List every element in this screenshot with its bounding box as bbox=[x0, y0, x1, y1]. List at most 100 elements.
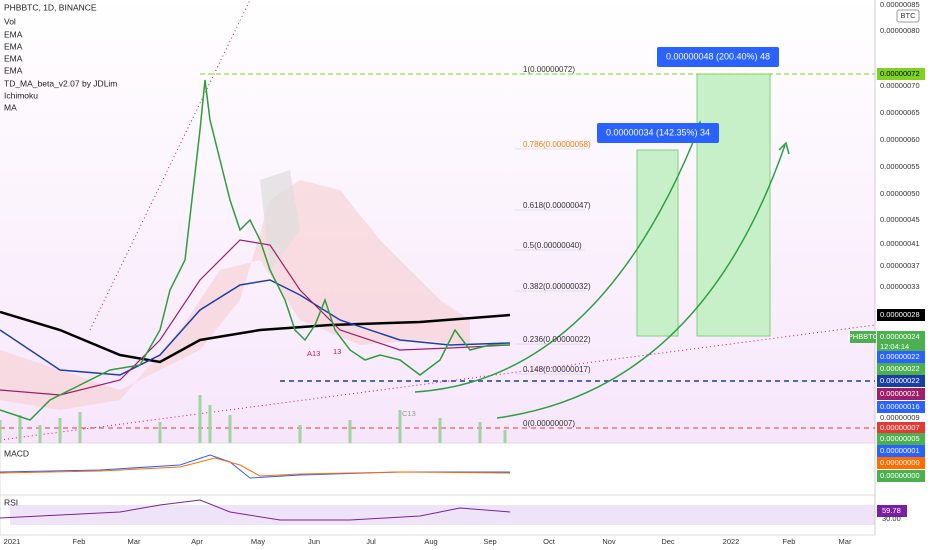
rsi-label: 30.00 bbox=[882, 514, 901, 523]
time-label: Mar bbox=[839, 537, 852, 546]
symbol-tag: PHBBTC bbox=[848, 332, 879, 341]
time-label: Dec bbox=[661, 537, 675, 546]
price-label: 0.00000021 bbox=[880, 389, 920, 398]
price-label: 0.00000055 bbox=[880, 162, 920, 171]
time-label: Nov bbox=[602, 537, 616, 546]
signal-line bbox=[0, 457, 511, 477]
time-label: Jul bbox=[366, 537, 376, 546]
symbol: PHBBTC, 1D, BINANCE bbox=[4, 2, 97, 12]
macd-label: 0.00000001 bbox=[880, 446, 920, 455]
rsi-line bbox=[0, 499, 511, 521]
volume bbox=[0, 395, 507, 443]
macd-label: 0.00000000 bbox=[880, 471, 920, 480]
time-label: Sep bbox=[483, 537, 496, 546]
price-label-box bbox=[877, 309, 925, 321]
time-label: May bbox=[251, 537, 265, 546]
price-label: 0.00000007 bbox=[880, 423, 920, 432]
indicator: EMA bbox=[4, 53, 23, 63]
indicator: MA bbox=[4, 102, 17, 112]
price-label-box bbox=[877, 401, 925, 413]
indicator: Vol bbox=[4, 16, 16, 26]
price-label: 0.00000060 bbox=[880, 135, 920, 144]
indicator: EMA bbox=[4, 65, 23, 75]
pane-title: MACD bbox=[4, 448, 29, 458]
projection-arrow bbox=[496, 144, 786, 419]
price-line bbox=[0, 79, 510, 421]
target-box bbox=[696, 73, 771, 337]
price-label-box bbox=[877, 433, 925, 445]
currency: BTC bbox=[901, 11, 917, 20]
price-label: 0.00000009 bbox=[880, 413, 920, 422]
rsi-label: 59.78 bbox=[882, 506, 901, 515]
indicator: EMA bbox=[4, 29, 23, 39]
time-label: Jun bbox=[308, 537, 320, 546]
price-label: 0.00000070 bbox=[880, 81, 920, 90]
fib-label: 0.236(0.00000022) bbox=[523, 335, 591, 344]
time-label: Mar bbox=[128, 537, 141, 546]
price-label: 12:04:14 bbox=[880, 342, 909, 351]
price-label-box bbox=[877, 351, 925, 363]
rsi-band bbox=[10, 505, 875, 525]
pane-title: RSI bbox=[4, 497, 18, 507]
time-label: 2022 bbox=[723, 537, 740, 546]
price-label: 0.00000022 bbox=[880, 352, 920, 361]
macd-label-box bbox=[877, 457, 925, 469]
price-label-box bbox=[877, 341, 925, 353]
cloud bbox=[0, 180, 470, 410]
price-label: 0.00000028 bbox=[880, 310, 920, 319]
fib-lines bbox=[515, 73, 585, 375]
callout: 0.00000034 (142.35%) 34 bbox=[606, 127, 710, 137]
fib-labels: 1(0.00000072) 0.786(0.00000058) 0.618(0.… bbox=[523, 65, 591, 428]
price-label: 0.00000050 bbox=[880, 189, 920, 198]
price-label: 0.00000085 bbox=[880, 0, 920, 9]
macd-label-box bbox=[877, 445, 925, 457]
fib-label: 1(0.00000072) bbox=[523, 65, 575, 74]
fib-label: 0.5(0.00000040) bbox=[523, 241, 582, 250]
price-label-box bbox=[877, 422, 925, 434]
time-label: Feb bbox=[73, 537, 86, 546]
mark-label: A13 bbox=[307, 349, 320, 358]
callout: 0.00000048 (200.40%) 48 bbox=[666, 51, 770, 61]
ema-line bbox=[0, 239, 511, 396]
fib-label: 0.382(0.00000032) bbox=[523, 282, 591, 291]
fib-label: 0.786(0.00000058) bbox=[523, 140, 591, 149]
callout-box bbox=[597, 123, 719, 143]
target-box bbox=[636, 149, 679, 337]
rsi-label-box bbox=[877, 505, 907, 517]
currency-box bbox=[896, 9, 920, 23]
callout-box bbox=[657, 47, 779, 67]
ma-line bbox=[0, 310, 511, 364]
projection-arrow bbox=[414, 124, 701, 393]
price-label: 0.00000045 bbox=[880, 215, 920, 224]
price-label-box bbox=[877, 375, 925, 387]
price-label-box bbox=[877, 68, 925, 80]
indicator: EMA bbox=[4, 41, 23, 51]
price-label: 0.00000005 bbox=[880, 434, 920, 443]
price-label: 0.00000024 bbox=[880, 332, 920, 341]
macd-label-box bbox=[877, 470, 925, 482]
price-label-box bbox=[877, 388, 925, 400]
macd-label: 0.00000000 bbox=[880, 458, 920, 467]
time-label: Feb bbox=[783, 537, 796, 546]
ema-line bbox=[0, 279, 511, 376]
price-label: 0.00000041 bbox=[880, 239, 920, 248]
price-label: 0.00000072 bbox=[880, 69, 920, 78]
indicator: TD_MA_beta_v2.07 by JDLim bbox=[4, 78, 117, 88]
fib-label: 0.148(0.00000017) bbox=[523, 365, 591, 374]
price-label: 0.00000022 bbox=[880, 364, 920, 373]
price-label: 0.00000022 bbox=[880, 376, 920, 385]
fib-label: 0(0.00000007) bbox=[523, 419, 575, 428]
fib-label: 0.618(0.00000047) bbox=[523, 201, 591, 210]
time-label: Aug bbox=[424, 537, 437, 546]
price-label: 0.00000065 bbox=[880, 108, 920, 117]
price-label: 0.00000080 bbox=[880, 26, 920, 35]
time-label: Apr bbox=[191, 537, 203, 546]
mark-label: C13 bbox=[402, 409, 416, 418]
indicator: Ichimoku bbox=[4, 90, 38, 100]
price-label: 0.00000016 bbox=[880, 402, 920, 411]
symbol-tag-box bbox=[850, 331, 876, 343]
mark-label: 13 bbox=[333, 347, 341, 356]
price-label-box bbox=[877, 331, 925, 343]
price-label: 0.00000037 bbox=[880, 261, 920, 270]
